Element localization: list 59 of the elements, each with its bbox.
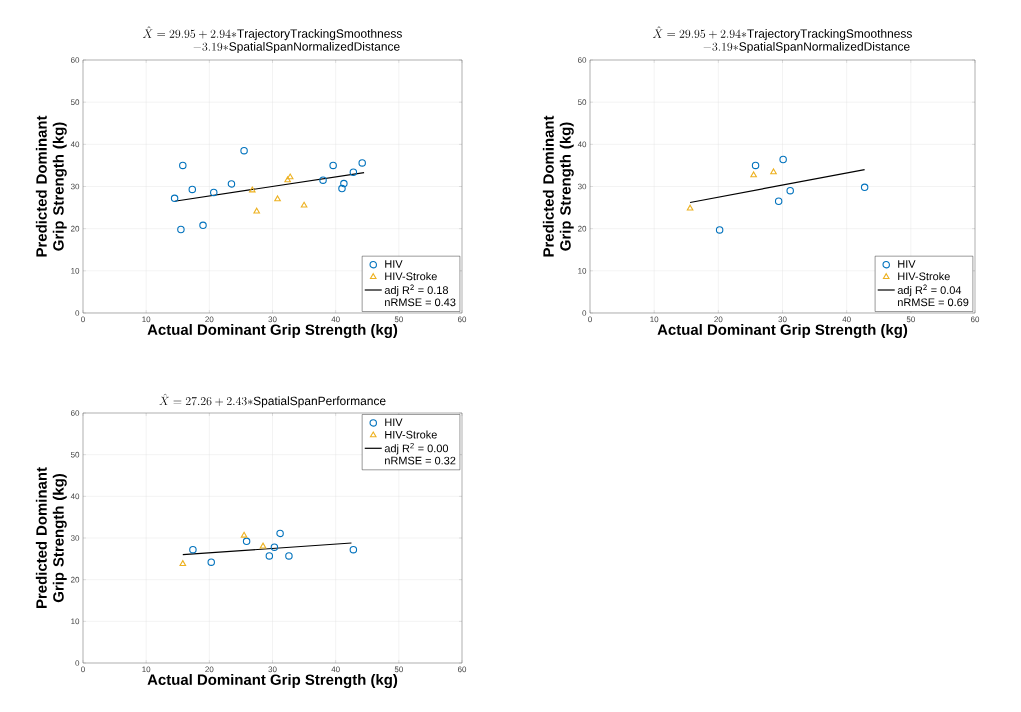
y-axis-title: Predicted Dominant Grip Strength (kg) (542, 115, 574, 257)
point (170, 194, 179, 203)
point (227, 180, 236, 188)
point (274, 195, 281, 202)
y-axis-title: Predicted Dominant Grip Strength (kg) (35, 467, 67, 608)
point (188, 185, 197, 194)
point (240, 531, 248, 538)
point (189, 545, 197, 554)
legend-label: HIV (385, 418, 403, 426)
point (329, 161, 337, 170)
point (210, 188, 218, 197)
legend-label: HIV-Stroke (385, 272, 437, 281)
point (240, 146, 248, 155)
point (750, 171, 757, 178)
point (253, 207, 261, 214)
point (242, 537, 251, 546)
x-axis-title: Actual Dominant Grip Strength (kg) (147, 324, 398, 338)
y-axis-title: Predicted Dominant Grip Strength (kg) (35, 115, 67, 257)
chart-title: $\begin{array}{c}\hat{X} = 29.95 + 2.94{*}\mathrm{TrajectoryTrackingSmoothness}\\ \qquad\qquad - 3.19{*}\mathrm{SpatialSpanNormalizedDistance}\end{array}$ (652, 26, 912, 54)
point (300, 201, 308, 208)
point (774, 197, 783, 206)
legend-label: adj R$^{2}$ = 0.04 (897, 284, 962, 297)
point (319, 176, 327, 184)
point (276, 529, 284, 538)
point (248, 186, 256, 193)
legend-label: adj R$^{2}$ = 0.18 (384, 284, 449, 297)
x-axis-title: Actual Dominant Grip Strength (kg) (657, 324, 908, 338)
point (207, 558, 215, 566)
point (259, 542, 267, 549)
point (358, 159, 366, 167)
legend-label: HIV-Stroke (385, 430, 437, 439)
point (751, 161, 760, 170)
annotation: nRMSE = 0.43 (385, 298, 456, 307)
legend-label: HIV (898, 260, 916, 268)
chart-title: $\hat{X} = 27.26 + 2.43{*}\mathrm{SpatialSpanPerformance}$ (159, 393, 386, 408)
point (270, 543, 279, 551)
annotation: nRMSE = 0.32 (385, 456, 456, 465)
legend-label: adj R$^{2}$ = 0.00 (384, 442, 449, 455)
point (340, 179, 348, 188)
point (179, 560, 187, 566)
point (779, 155, 787, 164)
legend-label: HIV-Stroke (898, 272, 950, 281)
point (177, 225, 185, 234)
annotation: nRMSE = 0.69 (898, 298, 969, 307)
point (199, 221, 207, 230)
point (770, 168, 777, 175)
point (338, 184, 346, 193)
point (285, 552, 293, 560)
point (349, 545, 358, 554)
x-axis-title: Actual Dominant Grip Strength (kg) (147, 674, 398, 689)
point (349, 168, 358, 176)
point (179, 161, 187, 170)
point (686, 204, 694, 211)
point (860, 183, 869, 192)
point (715, 226, 724, 234)
chart-title: $\begin{array}{c}\hat{X} = 29.95 + 2.94{*}\mathrm{TrajectoryTrackingSmoothness}\\ \qquad\qquad - 3.19{*}\mathrm{SpatialSpanNormalizedDistance}\end{array}$ (142, 26, 402, 54)
point (265, 552, 274, 560)
legend-label: HIV (385, 260, 403, 268)
point (786, 186, 794, 195)
